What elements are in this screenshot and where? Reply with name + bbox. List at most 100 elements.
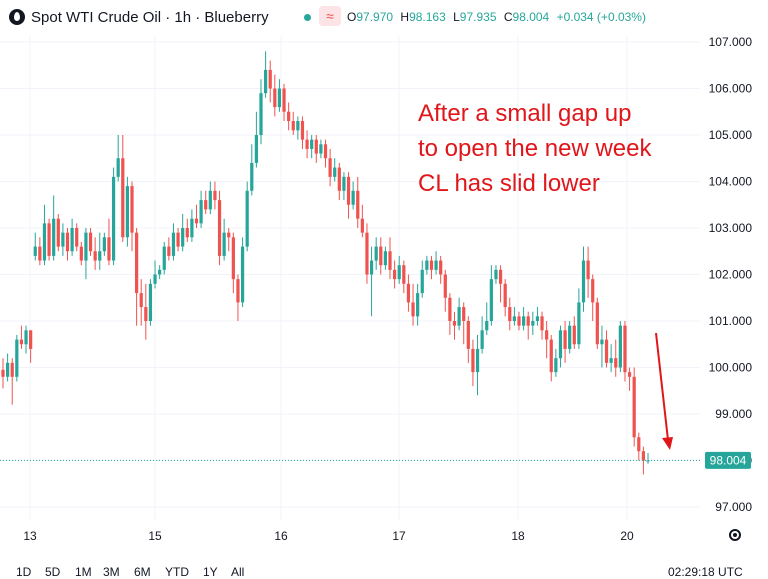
candle — [134, 228, 139, 326]
candle — [591, 274, 595, 321]
candle-body — [98, 251, 102, 261]
candle-body — [485, 321, 489, 331]
candle-body — [406, 283, 411, 303]
candle-body — [466, 321, 470, 349]
candle-body — [190, 218, 194, 238]
candle-body — [397, 265, 401, 280]
candle — [102, 232, 106, 256]
candle — [10, 358, 14, 405]
candle-body — [614, 358, 618, 368]
candle-body — [600, 339, 604, 345]
candle-body — [194, 218, 199, 224]
candle — [508, 297, 512, 331]
x-tick-label: 18 — [511, 529, 525, 543]
candle — [167, 237, 171, 261]
x-tick-label: 15 — [148, 529, 162, 543]
candle — [121, 135, 125, 242]
candle-body — [383, 251, 388, 266]
candle — [296, 116, 300, 140]
symbol-logo-icon — [9, 9, 25, 25]
candle-body — [549, 339, 553, 373]
candle-body — [646, 460, 650, 462]
candle — [392, 260, 397, 289]
candle — [503, 279, 507, 317]
candle — [420, 260, 424, 298]
y-tick-label: 105.000 — [709, 128, 753, 142]
candle-body — [346, 176, 351, 205]
candle — [416, 283, 420, 326]
symbol-title[interactable]: Spot WTI Crude Oil · 1h · Blueberry — [31, 9, 269, 26]
range-button-all[interactable]: All — [231, 565, 245, 579]
ohlc-readout: O97.970 H98.163 L97.935 C98.004 +0.034 (… — [347, 10, 650, 24]
range-button-3m[interactable]: 3M — [103, 565, 120, 579]
candle-body — [411, 302, 415, 317]
candle-body — [213, 190, 217, 201]
range-button-5d[interactable]: 5D — [45, 565, 61, 579]
candle-body — [623, 325, 627, 373]
candle — [462, 302, 466, 345]
candle-body — [627, 372, 632, 377]
candle-body — [526, 316, 530, 326]
x-tick-label: 16 — [274, 529, 288, 543]
candle — [277, 79, 282, 112]
y-tick-label: 103.000 — [709, 221, 753, 235]
candle-body — [102, 237, 106, 252]
candle — [397, 255, 401, 284]
close-value: 98.004 — [512, 10, 550, 24]
y-tick-label: 99.000 — [715, 407, 752, 421]
candle-body — [199, 200, 203, 224]
candle — [148, 279, 153, 326]
candle-body — [52, 218, 56, 256]
open-value: 97.970 — [356, 10, 394, 24]
range-button-1d[interactable]: 1D — [16, 565, 32, 579]
low-value: 97.935 — [459, 10, 497, 24]
candle — [379, 237, 383, 275]
candle-body — [572, 325, 576, 345]
range-button-1m[interactable]: 1M — [75, 565, 92, 579]
candle-body — [107, 237, 111, 261]
candle-body — [144, 307, 148, 321]
candle — [448, 293, 452, 335]
candle — [33, 232, 37, 261]
candle-body — [609, 358, 613, 363]
candle-body — [139, 293, 143, 308]
candle-body — [369, 260, 374, 275]
candle — [268, 60, 272, 103]
candle-body — [93, 251, 97, 261]
candle — [231, 232, 235, 294]
candle — [356, 176, 360, 228]
candle-body — [591, 279, 595, 303]
candle — [5, 353, 10, 382]
candle-body — [116, 158, 120, 177]
candle — [240, 237, 245, 308]
range-button-1y[interactable]: 1Y — [203, 565, 218, 579]
candle — [15, 334, 19, 382]
candle — [531, 311, 535, 335]
range-button-6m[interactable]: 6M — [134, 565, 151, 579]
candle-body — [65, 232, 70, 252]
candle-body — [240, 246, 245, 303]
candle-body — [111, 176, 116, 261]
settings-gear-icon[interactable] — [729, 529, 741, 541]
candle — [558, 325, 563, 368]
candle — [439, 255, 443, 284]
candle — [623, 321, 627, 382]
candle — [19, 325, 24, 349]
chart-header: Spot WTI Crude Oil · 1h · Blueberry ≈ O9… — [0, 0, 768, 36]
candle-body — [158, 269, 162, 275]
candle — [116, 135, 120, 182]
candle-body — [540, 316, 544, 331]
candle-body — [259, 93, 263, 135]
candle-body — [254, 135, 259, 163]
candle — [457, 297, 461, 331]
range-button-ytd[interactable]: YTD — [165, 565, 189, 579]
y-tick-label: 107.000 — [709, 35, 753, 49]
utc-clock[interactable]: 02:29:18 UTC — [668, 565, 743, 579]
candle-body — [1, 369, 5, 377]
candle — [411, 283, 415, 326]
data-status-icon[interactable]: ≈ — [319, 6, 341, 26]
candle-body — [231, 237, 235, 280]
candle — [489, 265, 493, 326]
candle — [443, 269, 447, 312]
